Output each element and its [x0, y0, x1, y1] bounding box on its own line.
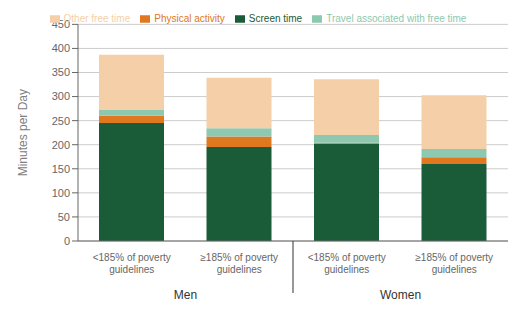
html-text:Other free time: Other free time	[63, 13, 131, 24]
svg-text:350: 350	[52, 66, 70, 78]
html-text:Travel associated with free ti: Travel associated with free time	[326, 13, 467, 24]
svg-text:50: 50	[58, 211, 70, 223]
svg-text:0: 0	[64, 235, 70, 247]
svg-text:Women: Women	[380, 288, 421, 302]
svg-text:<185% of povertyguidelines: <185% of povertyguidelines	[308, 252, 386, 275]
svg-text:150: 150	[52, 163, 70, 175]
svg-text:300: 300	[52, 90, 70, 102]
svg-text:250: 250	[52, 115, 70, 127]
svg-text:≥185% of povertyguidelines: ≥185% of povertyguidelines	[200, 252, 278, 275]
svg-text:≥185% of povertyguidelines: ≥185% of povertyguidelines	[415, 252, 493, 275]
svg-text:<185% of povertyguidelines: <185% of povertyguidelines	[93, 252, 171, 275]
html-text:Physical activity: Physical activity	[154, 13, 225, 24]
svg-text:450: 450	[52, 18, 70, 30]
svg-text:200: 200	[52, 139, 70, 151]
svg-text:Minutes per Day: Minutes per Day	[16, 89, 30, 176]
html-text:Screen time: Screen time	[248, 13, 303, 24]
svg-text:Men: Men	[174, 288, 197, 302]
svg-text:100: 100	[52, 187, 70, 199]
svg-text:400: 400	[52, 42, 70, 54]
